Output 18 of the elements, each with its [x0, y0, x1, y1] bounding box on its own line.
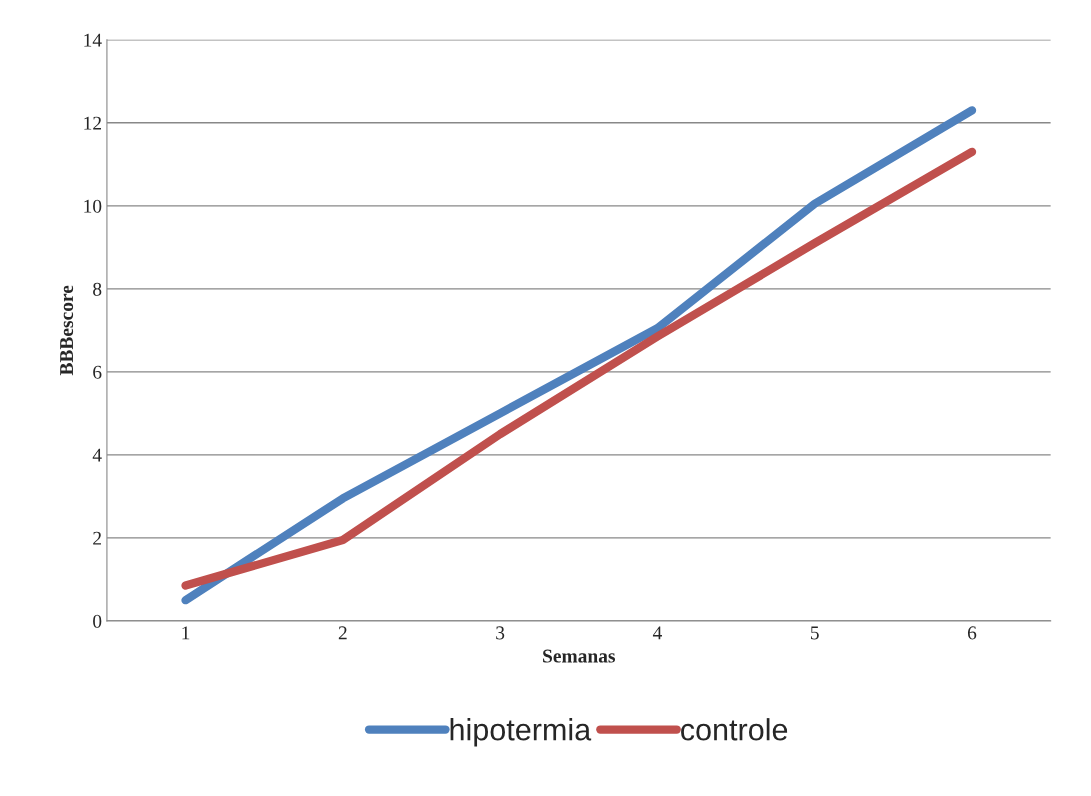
legend-label: controle — [681, 718, 788, 741]
y-tick-label: 6 — [93, 365, 102, 379]
x-axis-title: Semanas — [543, 649, 616, 663]
x-tick-label: 4 — [652, 626, 662, 640]
y-tick-label: 8 — [93, 282, 102, 296]
x-tick-label: 3 — [496, 626, 505, 640]
y-axis-title: BBBescore — [60, 285, 74, 376]
y-tick-label: 10 — [84, 199, 102, 213]
y-tick-label: 0 — [93, 614, 102, 628]
x-tick-label: 5 — [810, 626, 819, 640]
y-tick-label: 2 — [93, 531, 101, 545]
x-tick-label: 6 — [967, 626, 977, 640]
x-tick-label: 1 — [182, 626, 190, 640]
legend-label: hipotermia — [450, 718, 592, 747]
y-tick-label: 14 — [84, 33, 102, 47]
y-tick-label: 12 — [84, 116, 101, 130]
x-tick-label: 2 — [338, 626, 347, 640]
y-tick-label: 4 — [92, 448, 102, 462]
